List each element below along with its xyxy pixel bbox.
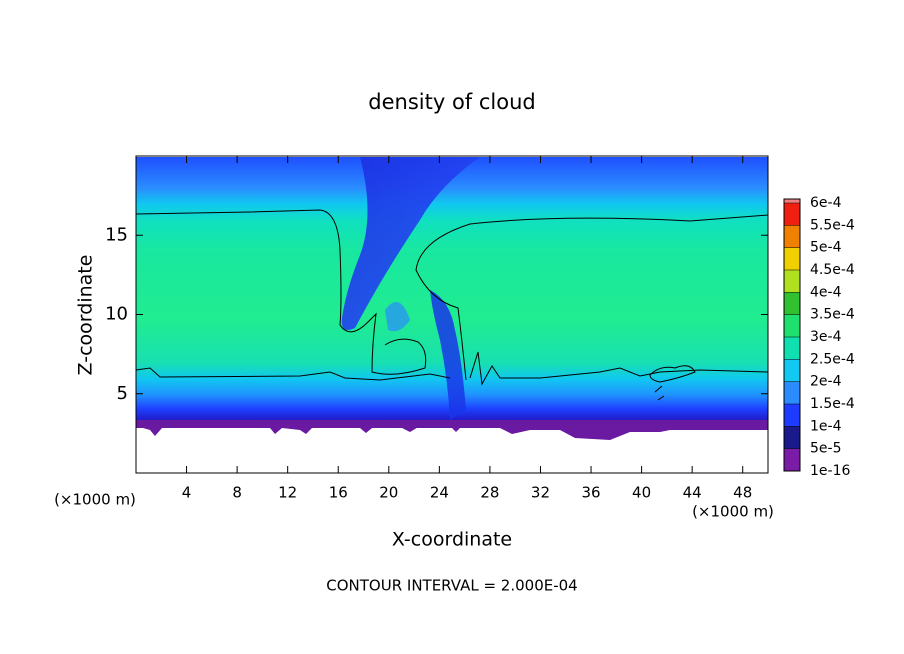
colorbar-label: 6e-4 bbox=[810, 195, 842, 211]
colorbar-band bbox=[784, 292, 800, 315]
colorbar-band bbox=[784, 247, 800, 270]
contour-line bbox=[135, 209, 427, 375]
x-tick-label: 20 bbox=[379, 484, 398, 502]
contour-lines bbox=[135, 209, 769, 401]
field-base bbox=[136, 420, 768, 440]
colorbar-band bbox=[784, 426, 800, 449]
colorbar-band bbox=[784, 404, 800, 427]
colorbar-label: 2e-4 bbox=[810, 374, 842, 390]
chart-title: density of cloud bbox=[368, 90, 535, 114]
x-tick-label: 40 bbox=[632, 484, 651, 502]
x-axis-label: X-coordinate bbox=[392, 529, 512, 551]
contour-line bbox=[649, 365, 696, 401]
contour-line bbox=[415, 214, 769, 381]
contour-line bbox=[135, 367, 451, 381]
colorbar-band bbox=[784, 225, 800, 248]
x-tick-label: 12 bbox=[278, 484, 297, 502]
colorbar-label: 1e-4 bbox=[810, 418, 842, 434]
colorbar-band bbox=[784, 381, 800, 404]
colorbar-band bbox=[784, 337, 800, 360]
y-tick-label: 5 bbox=[117, 383, 128, 404]
colorbar-label: 1.5e-4 bbox=[810, 396, 855, 412]
x-unit-label: (×1000 m) bbox=[54, 491, 136, 509]
colorbar-label: 5e-4 bbox=[810, 240, 842, 256]
colorbar-label: 3e-4 bbox=[810, 329, 842, 345]
y-tick-label: 10 bbox=[105, 304, 128, 325]
x-tick-label: 4 bbox=[182, 484, 192, 502]
colorbar-label: 4e-4 bbox=[810, 284, 842, 300]
x-tick-label: 44 bbox=[683, 484, 702, 502]
colorbar-label: 2.5e-4 bbox=[810, 351, 855, 367]
colorbar-band bbox=[784, 314, 800, 337]
x-tick-label: 48 bbox=[733, 484, 752, 502]
x-tick-label: 32 bbox=[531, 484, 550, 502]
colorbar-label: 3.5e-4 bbox=[810, 307, 855, 323]
x-tick-label: 24 bbox=[430, 484, 449, 502]
field bbox=[136, 157, 768, 440]
contour-line bbox=[469, 351, 769, 386]
x-tick-label: 36 bbox=[581, 484, 600, 502]
colorbar-band bbox=[784, 203, 800, 226]
colorbar-band bbox=[784, 199, 800, 203]
contour-note: CONTOUR INTERVAL = 2.000E-04 bbox=[326, 577, 577, 595]
field-column bbox=[430, 290, 466, 420]
x-tick-label: 16 bbox=[329, 484, 348, 502]
colorbar-band bbox=[784, 448, 800, 471]
x-tick-label: 28 bbox=[480, 484, 499, 502]
colorbar-label: 5e-5 bbox=[810, 441, 841, 457]
field-patch bbox=[385, 302, 410, 332]
y-axis-label: Z-coordinate bbox=[75, 255, 97, 376]
colorbar-band bbox=[784, 270, 800, 293]
colorbar-label: 1e-16 bbox=[810, 463, 850, 479]
field-plume bbox=[341, 157, 480, 331]
x-tick-label: 8 bbox=[232, 484, 242, 502]
colorbar-label: 4.5e-4 bbox=[810, 262, 855, 278]
colorbar-label: 5.5e-4 bbox=[810, 217, 855, 233]
x-unit-label: (×1000 m) bbox=[692, 503, 774, 521]
y-tick-label: 15 bbox=[105, 224, 128, 245]
colorbar-band bbox=[784, 359, 800, 382]
